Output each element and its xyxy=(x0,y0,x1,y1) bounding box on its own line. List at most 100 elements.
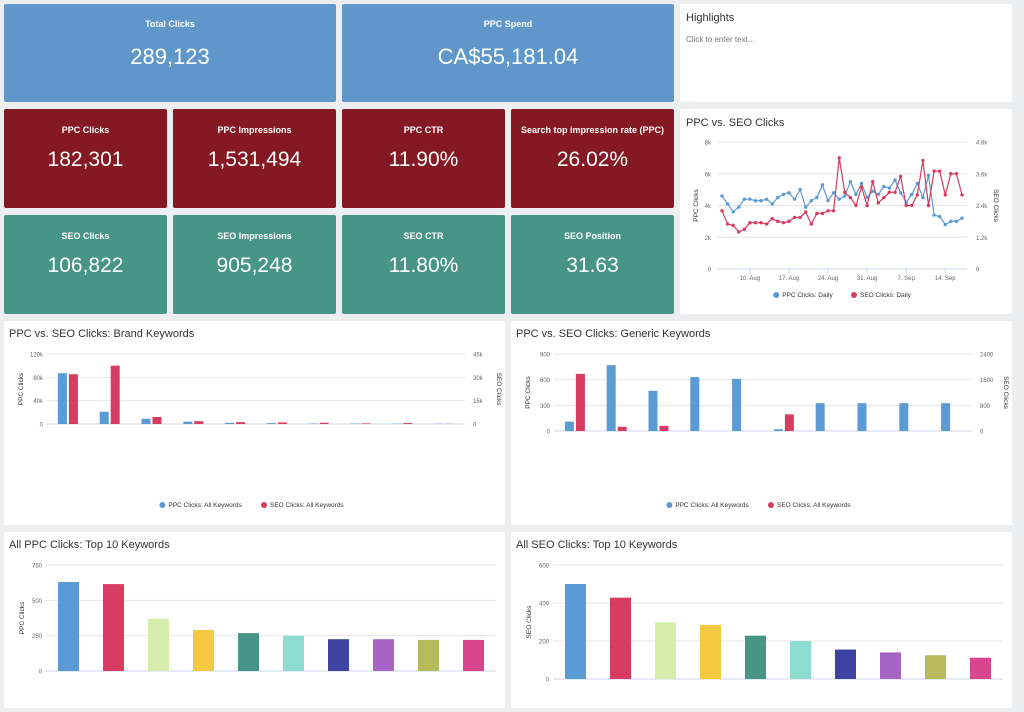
kpi-ppc-clicks[interactable]: PPC Clicks 182,301 xyxy=(4,109,167,208)
data-point xyxy=(770,217,774,221)
highlights-panel[interactable]: Highlights Click to enter text... xyxy=(680,4,1012,102)
data-point xyxy=(926,203,931,208)
data-point xyxy=(837,156,841,160)
bar xyxy=(403,423,413,424)
data-point xyxy=(854,192,858,197)
kpi-seo-position[interactable]: SEO Position 31.63 xyxy=(511,215,674,314)
bar xyxy=(328,639,349,671)
x-tick-label: 10. Aug xyxy=(740,276,760,282)
bar xyxy=(970,657,991,679)
bar xyxy=(610,597,631,679)
data-point xyxy=(876,201,880,205)
data-point xyxy=(742,227,747,232)
kpi-label: SEO Position xyxy=(563,231,621,241)
data-point xyxy=(954,172,959,176)
legend-marker xyxy=(261,502,267,508)
y2-tick-label: 800 xyxy=(980,404,991,410)
kpi-seo-clicks[interactable]: SEO Clicks 106,822 xyxy=(4,215,167,314)
data-point xyxy=(915,181,920,185)
data-point xyxy=(831,209,836,213)
kpi-value: 11.80% xyxy=(388,254,459,277)
y2-tick-label: 0 xyxy=(980,430,984,436)
ppc-top10-panel: All PPC Clicks: Top 10 Keywords 0 250 500 7… xyxy=(4,532,505,708)
bar xyxy=(193,630,214,671)
data-point xyxy=(926,173,931,178)
y-tick-label: 600 xyxy=(540,378,551,384)
y-axis-title: PPC Clicks xyxy=(18,372,25,405)
ppc-vs-seo-line-panel: PPC vs. SEO Clicks 0 2k 4k 6k 8k 0 1.2k 2.4k 3.6… xyxy=(680,109,1012,314)
kpi-ppc-ctr[interactable]: PPC CTR 11.90% xyxy=(342,109,505,208)
bar xyxy=(732,378,742,431)
data-point xyxy=(781,192,786,197)
data-point xyxy=(737,205,741,209)
y-tick-label: 8k xyxy=(705,141,712,147)
chart-title: PPC vs. SEO Clicks: Brand Keywords xyxy=(9,328,195,340)
bar xyxy=(277,422,287,424)
data-point xyxy=(826,199,830,203)
data-point xyxy=(759,220,763,225)
kpi-ppc-impressions[interactable]: PPC Impressions 1,531,494 xyxy=(173,109,336,208)
data-point xyxy=(725,222,730,226)
kpi-label: Total Clicks xyxy=(145,19,195,29)
brand-keywords-panel: PPC vs. SEO Clicks: Brand Keywords 0 40k 8… xyxy=(4,321,505,525)
bar xyxy=(266,423,276,424)
bar xyxy=(238,633,259,671)
legend-marker xyxy=(851,292,857,298)
bar xyxy=(659,425,669,431)
bar xyxy=(141,418,151,424)
kpi-label: PPC Spend xyxy=(483,19,533,29)
bar xyxy=(690,377,700,431)
data-point xyxy=(764,197,769,201)
generic-keywords-chart: 0 300 600 900 0 800 1600 2400 PPC Clicks SEO Clic… xyxy=(525,353,1009,510)
data-point xyxy=(826,209,830,213)
data-point xyxy=(837,197,841,201)
brand-keywords-chart: 0 40k 80k 120k 0 15k 30k 45k PPC Clicks SEO Click… xyxy=(18,353,502,510)
data-point xyxy=(776,219,780,224)
bar xyxy=(463,639,484,671)
kpi-seo-impressions[interactable]: SEO Impressions 905,248 xyxy=(173,215,336,314)
bar xyxy=(68,374,78,424)
bar xyxy=(236,422,246,424)
y-tick-label: 250 xyxy=(32,634,43,640)
y-tick-label: 4k xyxy=(705,204,712,210)
bar xyxy=(899,403,909,431)
kpi-ppc-spend[interactable]: PPC Spend CA$55,181.04 xyxy=(342,4,674,102)
data-point xyxy=(865,203,869,208)
y-tick-label: 80k xyxy=(33,376,44,382)
y-tick-label: 0 xyxy=(708,268,712,274)
data-point xyxy=(960,216,964,220)
kpi-label: Search top impression rate (PPC) xyxy=(520,125,665,135)
data-point xyxy=(764,222,769,226)
kpi-search-top-impression-rate[interactable]: Search top impression rate (PPC) 26.02% xyxy=(511,109,674,208)
data-point xyxy=(921,158,925,163)
data-point xyxy=(859,181,864,185)
y-axis-title: SEO Clicks xyxy=(526,605,533,639)
data-point xyxy=(804,205,808,209)
legend-marker xyxy=(768,502,774,508)
data-point xyxy=(781,220,786,225)
legend-marker xyxy=(773,292,780,298)
data-point xyxy=(915,193,920,197)
data-point xyxy=(876,192,880,197)
y-tick-label: 6k xyxy=(705,172,712,178)
legend-label: SEO Clicks: All Keywords xyxy=(777,502,851,509)
y2-tick-label: 0 xyxy=(976,268,980,274)
kpi-value: 182,301 xyxy=(47,148,124,171)
bar xyxy=(418,639,439,671)
data-point xyxy=(792,197,797,201)
data-point xyxy=(770,202,774,206)
kpi-seo-ctr[interactable]: SEO CTR 11.80% xyxy=(342,215,505,314)
kpi-total-clicks[interactable]: Total Clicks 289,123 xyxy=(4,4,336,102)
data-point xyxy=(742,197,747,201)
bar xyxy=(784,414,794,431)
y-tick-label: 500 xyxy=(32,599,43,605)
bar xyxy=(700,624,721,679)
x-tick-label: 7. Sep xyxy=(898,276,916,282)
bar xyxy=(857,403,867,431)
y-tick-label: 2k xyxy=(705,236,712,242)
bar xyxy=(183,421,193,424)
highlights-text-input[interactable]: Click to enter text... xyxy=(686,35,755,44)
data-point xyxy=(882,195,886,200)
data-point xyxy=(798,187,802,192)
bar xyxy=(564,421,574,431)
